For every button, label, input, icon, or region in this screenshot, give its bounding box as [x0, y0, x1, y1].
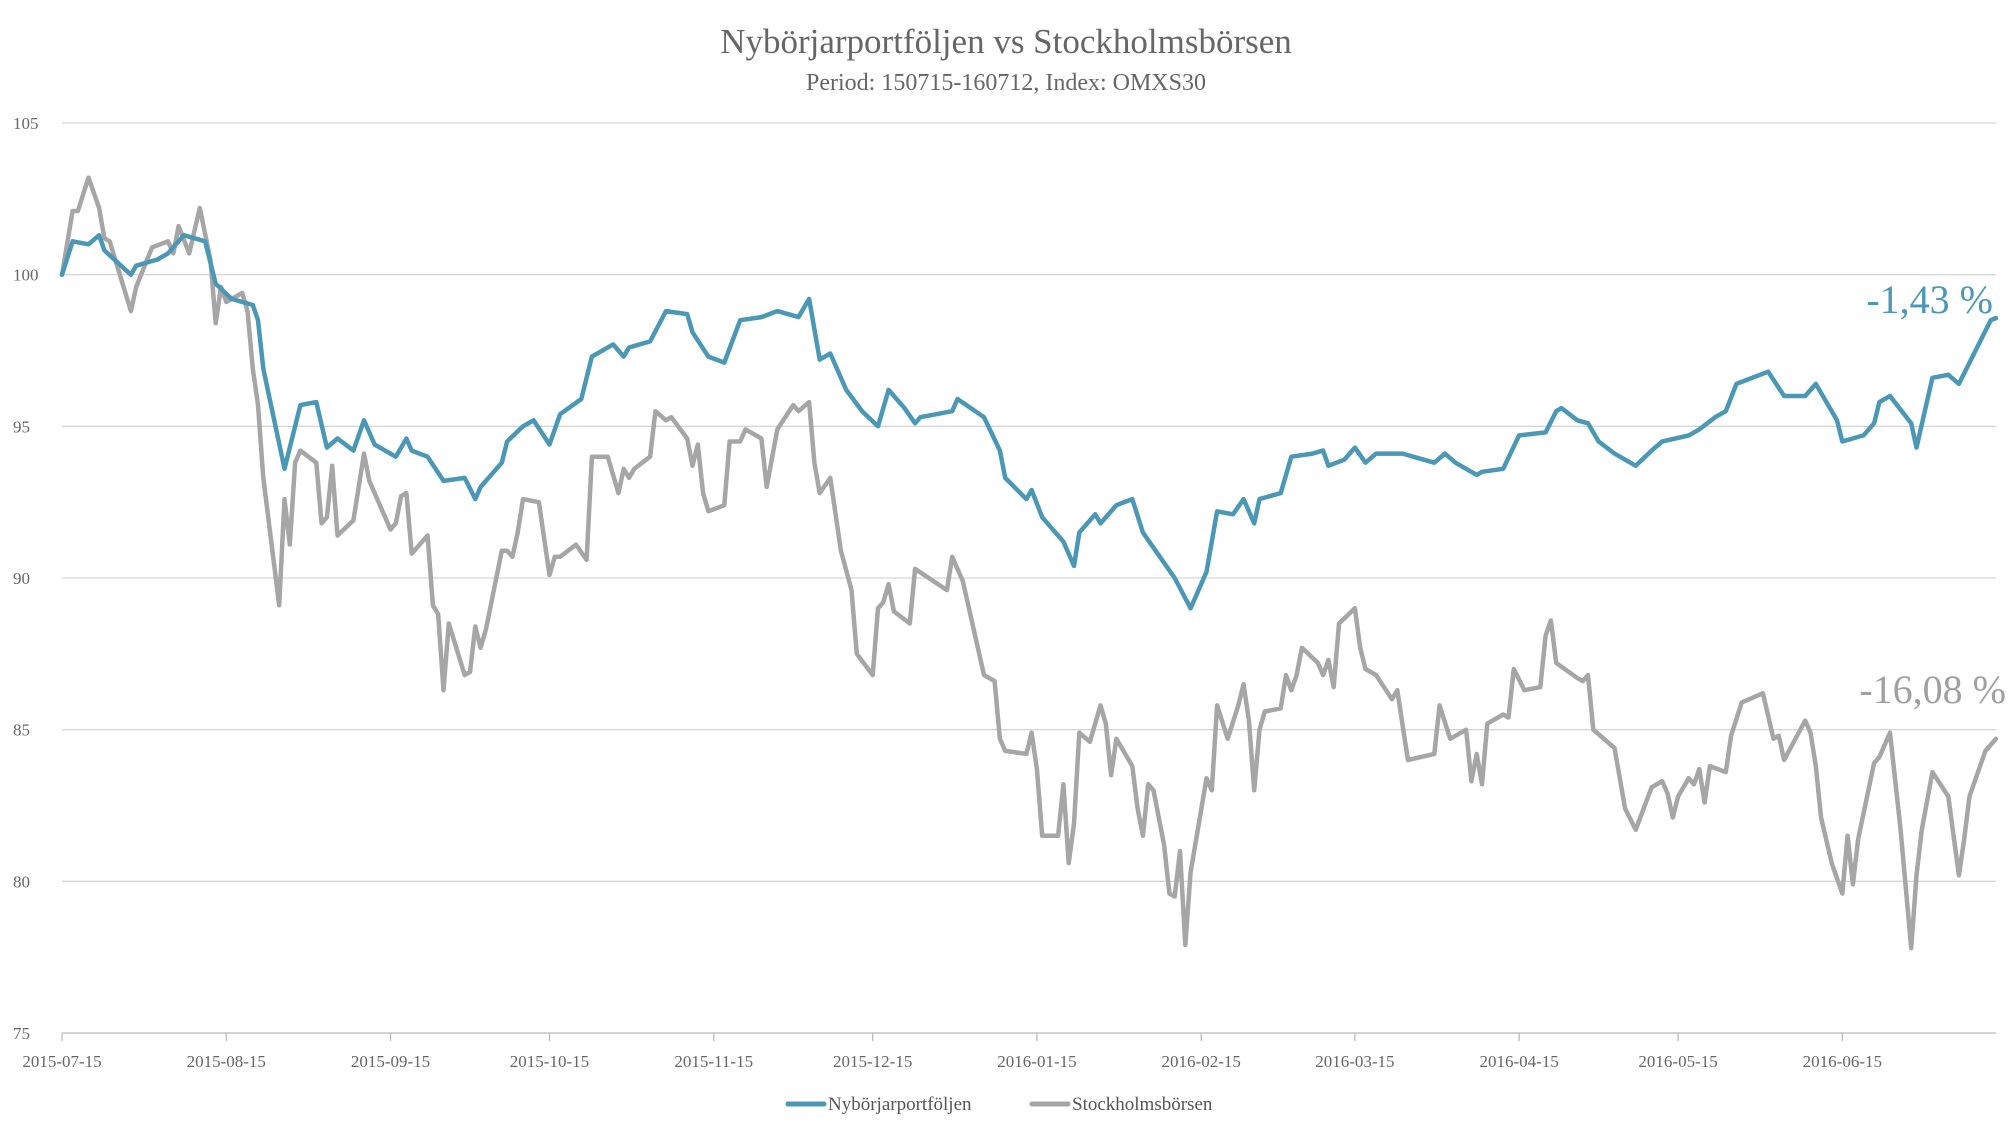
- chart-title: Nybörjarportföljen vs Stockholmsbörsen: [720, 22, 1292, 61]
- series-line-nyborjarportfoljen: [59, 232, 1999, 611]
- x-tick-label: 2016-02-15: [1162, 1052, 1241, 1071]
- chart-subtitle: Period: 150715-160712, Index: OMXS30: [806, 70, 1206, 96]
- legend-label: Nybörjarportföljen: [828, 1094, 972, 1115]
- x-tick-label: 2016-06-15: [1803, 1052, 1882, 1071]
- y-tick-label: 95: [13, 417, 30, 436]
- y-gridlines: [62, 122, 1996, 1034]
- x-tick-label: 2015-08-15: [187, 1052, 266, 1071]
- y-axis-ticks: 75 80 85 90 95 100 105: [13, 114, 39, 1043]
- x-tick-label: 2015-07-15: [22, 1052, 101, 1071]
- annotation-index-return: -16,08 %: [1859, 667, 2006, 712]
- x-tick-label: 2016-04-15: [1479, 1052, 1558, 1071]
- y-tick-label: 90: [13, 569, 30, 588]
- y-tick-label: 105: [13, 114, 39, 133]
- x-tick-label: 2016-01-15: [997, 1052, 1076, 1071]
- annotation-portfolio-return: -1,43 %: [1866, 277, 1993, 322]
- x-tick-label: 2015-09-15: [351, 1052, 430, 1071]
- series-annotations: -1,43 % -16,08 %: [1859, 277, 2006, 712]
- y-tick-label: 75: [13, 1024, 30, 1043]
- series-line-stockholmsborsen: [59, 175, 1999, 951]
- series-lines: [59, 175, 1999, 951]
- x-tick-label: 2015-11-15: [674, 1052, 753, 1071]
- x-tick-label: 2016-03-15: [1315, 1052, 1394, 1071]
- y-tick-label: 100: [13, 266, 39, 285]
- y-tick-label: 80: [13, 872, 30, 891]
- x-tick-label: 2015-10-15: [510, 1052, 589, 1071]
- y-tick-label: 85: [13, 721, 30, 740]
- x-tick-label: 2016-05-15: [1638, 1052, 1717, 1071]
- x-tick-label: 2015-12-15: [833, 1052, 912, 1071]
- legend: Nybörjarportföljen Stockholmsbörsen: [785, 1094, 1213, 1115]
- legend-label: Stockholmsbörsen: [1072, 1094, 1213, 1115]
- x-axis-ticks: 2015-07-15 2015-08-15 2015-09-15 2015-10-15…: [22, 1033, 1882, 1071]
